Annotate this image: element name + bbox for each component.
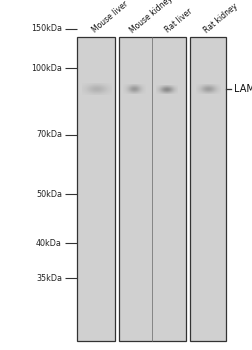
Text: 70kDa: 70kDa — [36, 130, 62, 139]
Text: Rat kidney: Rat kidney — [201, 2, 239, 35]
Bar — [77, 37, 115, 341]
Text: Mouse kidney: Mouse kidney — [128, 0, 174, 35]
Text: 50kDa: 50kDa — [36, 190, 62, 199]
Bar — [118, 37, 185, 341]
Text: 40kDa: 40kDa — [36, 239, 62, 248]
Text: 150kDa: 150kDa — [31, 24, 62, 33]
Text: 35kDa: 35kDa — [36, 274, 62, 283]
Text: LAMP2: LAMP2 — [233, 84, 252, 94]
Text: Mouse liver: Mouse liver — [90, 0, 129, 35]
Bar — [189, 37, 226, 341]
Text: Rat liver: Rat liver — [163, 7, 194, 35]
Text: 100kDa: 100kDa — [31, 64, 62, 73]
